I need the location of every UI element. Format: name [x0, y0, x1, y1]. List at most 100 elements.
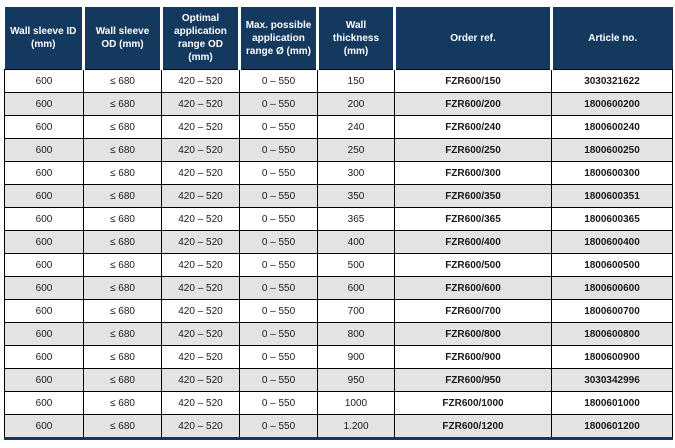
header-cell: Wall thickness (mm): [316, 7, 395, 70]
table-cell: 420 – 520: [161, 115, 240, 139]
table-cell: 600: [4, 230, 84, 254]
table-cell: 600: [4, 345, 84, 369]
table-cell: FZR600/900: [394, 345, 552, 369]
table-row: 600 ≤ 680 420 – 520 0 – 550 250 FZR600/250 180…: [4, 138, 673, 162]
table-cell: 600: [4, 253, 84, 277]
table-cell: 1800600500: [551, 253, 673, 277]
table-cell: ≤ 680: [83, 138, 162, 162]
table-cell: 0 – 550: [239, 299, 318, 323]
table-row: 600 ≤ 680 420 – 520 0 – 550 800 FZR600/800 180…: [4, 322, 673, 346]
table-cell: 365: [317, 207, 395, 231]
table-cell: 420 – 520: [161, 276, 240, 300]
table-cell: 0 – 550: [239, 391, 318, 415]
table-cell: 0 – 550: [239, 161, 318, 185]
table-cell: ≤ 680: [83, 230, 162, 254]
table-cell: FZR600/400: [394, 230, 552, 254]
table-cell: FZR600/700: [394, 299, 552, 323]
table-cell: 600: [4, 207, 84, 231]
table-cell: FZR600/1200: [394, 414, 552, 440]
table-cell: 420 – 520: [161, 207, 240, 231]
table-row: 600 ≤ 680 420 – 520 0 – 550 700 FZR600/700 180…: [4, 299, 673, 323]
header-cell: Order ref.: [393, 7, 552, 70]
table-cell: 800: [317, 322, 395, 346]
table-cell: 250: [317, 138, 395, 162]
table-cell: 420 – 520: [161, 414, 240, 440]
table-cell: 0 – 550: [239, 276, 318, 300]
table-cell: 600: [317, 276, 395, 300]
table-cell: 420 – 520: [161, 345, 240, 369]
table-cell: ≤ 680: [83, 184, 162, 208]
table-cell: 600: [4, 138, 84, 162]
table-cell: 1800600200: [551, 92, 673, 116]
table-cell: FZR600/500: [394, 253, 552, 277]
table-row: 600 ≤ 680 420 – 520 0 – 550 500 FZR600/500 180…: [4, 253, 673, 277]
table-cell: FZR600/250: [394, 138, 552, 162]
table-row: 600 ≤ 680 420 – 520 0 – 550 600 FZR600/600 180…: [4, 276, 673, 300]
table-cell: 600: [4, 391, 84, 415]
table-cell: 3030342996: [551, 368, 673, 392]
table-cell: 240: [317, 115, 395, 139]
table-cell: 420 – 520: [161, 138, 240, 162]
table-cell: 500: [317, 253, 395, 277]
table-cell: FZR600/365: [394, 207, 552, 231]
table-cell: 420 – 520: [161, 368, 240, 392]
table-cell: 420 – 520: [161, 92, 240, 116]
table-cell: 1800600250: [551, 138, 673, 162]
table-cell: 0 – 550: [239, 115, 318, 139]
table-cell: 0 – 550: [239, 368, 318, 392]
table-cell: 600: [4, 161, 84, 185]
table-cell: 600: [4, 92, 84, 116]
table-row: 600 ≤ 680 420 – 520 0 – 550 240 FZR600/240 180…: [4, 115, 673, 139]
table-cell: FZR600/1000: [394, 391, 552, 415]
table-cell: ≤ 680: [83, 161, 162, 185]
table-cell: 3030321622: [551, 69, 673, 93]
table-row: 600 ≤ 680 420 – 520 0 – 550 1.200 FZR600/1200…: [4, 414, 673, 440]
table-cell: 420 – 520: [161, 230, 240, 254]
table-row: 600 ≤ 680 420 – 520 0 – 550 365 FZR600/365 180…: [4, 207, 673, 231]
table-cell: 600: [4, 322, 84, 346]
table-cell: 1800600365: [551, 207, 673, 231]
table-cell: 0 – 550: [239, 184, 318, 208]
table-cell: FZR600/240: [394, 115, 552, 139]
table-cell: ≤ 680: [83, 253, 162, 277]
table-row: 600 ≤ 680 420 – 520 0 – 550 1000 FZR600/1000 1…: [4, 391, 673, 415]
table-row: 600 ≤ 680 420 – 520 0 – 550 950 FZR600/950 303…: [4, 368, 673, 392]
table-cell: FZR600/950: [394, 368, 552, 392]
table-cell: 0 – 550: [239, 207, 318, 231]
table-cell: 0 – 550: [239, 230, 318, 254]
table-cell: FZR600/600: [394, 276, 552, 300]
table-cell: 420 – 520: [161, 322, 240, 346]
table-cell: FZR600/150: [394, 69, 552, 93]
table-cell: ≤ 680: [83, 207, 162, 231]
table-header: Wall sleeve ID (mm) Wall sleeve OD (mm) Op…: [4, 7, 673, 70]
table-cell: 0 – 550: [239, 138, 318, 162]
table-cell: 600: [4, 115, 84, 139]
table-cell: 1800600300: [551, 161, 673, 185]
table-cell: 0 – 550: [239, 92, 318, 116]
table-cell: ≤ 680: [83, 69, 162, 93]
header-cell: Wall sleeve ID (mm): [4, 7, 84, 70]
table-cell: 700: [317, 299, 395, 323]
table-cell: ≤ 680: [83, 322, 162, 346]
table-row: 600 ≤ 680 420 – 520 0 – 550 400 FZR600/400 180…: [4, 230, 673, 254]
table-cell: 0 – 550: [239, 69, 318, 93]
table-cell: 200: [317, 92, 395, 116]
table-row: 600 ≤ 680 420 – 520 0 – 550 350 FZR600/350 180…: [4, 184, 673, 208]
table-cell: 420 – 520: [161, 299, 240, 323]
table-cell: ≤ 680: [83, 276, 162, 300]
table-cell: FZR600/350: [394, 184, 552, 208]
table-cell: 1800600700: [551, 299, 673, 323]
table-cell: 1800600240: [551, 115, 673, 139]
table-row: 600 ≤ 680 420 – 520 0 – 550 300 FZR600/300 180…: [4, 161, 673, 185]
table-body: 600 ≤ 680 420 – 520 0 – 550 150 FZR600/150 303…: [4, 69, 673, 440]
table-cell: 900: [317, 345, 395, 369]
header-cell: Article no.: [550, 7, 673, 70]
table-cell: 1.200: [317, 414, 395, 440]
table-cell: 1800600400: [551, 230, 673, 254]
table-cell: FZR600/300: [394, 161, 552, 185]
table-cell: 1800600800: [551, 322, 673, 346]
table-cell: 0 – 550: [239, 253, 318, 277]
table-cell: 600: [4, 299, 84, 323]
table-cell: 350: [317, 184, 395, 208]
table-cell: FZR600/200: [394, 92, 552, 116]
